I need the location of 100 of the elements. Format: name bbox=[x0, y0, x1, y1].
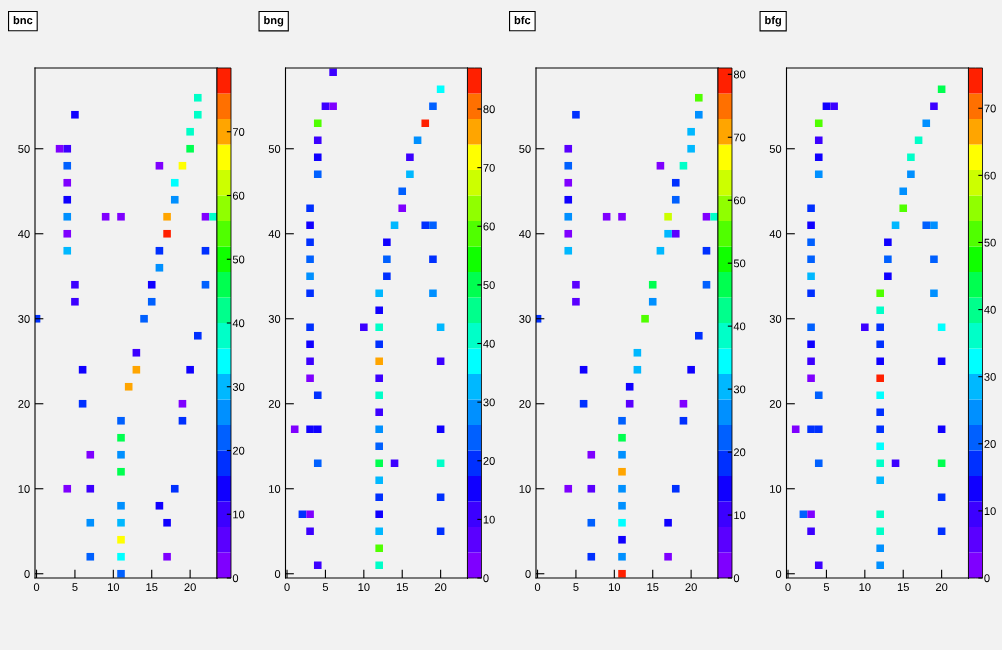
color-bar-label: 0 bbox=[984, 574, 990, 583]
y-tick-label: 40 bbox=[519, 230, 531, 238]
point bbox=[86, 552, 95, 561]
color-bar-label: 20 bbox=[483, 457, 495, 465]
y-tick-label: 0 bbox=[274, 570, 281, 578]
point bbox=[117, 467, 125, 476]
point bbox=[587, 450, 596, 459]
point bbox=[625, 382, 634, 391]
point bbox=[63, 229, 72, 238]
point bbox=[671, 195, 680, 204]
point bbox=[625, 399, 634, 408]
point bbox=[564, 178, 573, 187]
point bbox=[618, 416, 626, 425]
point bbox=[564, 161, 573, 170]
point bbox=[140, 314, 148, 323]
color-bar-label: 20 bbox=[733, 448, 746, 457]
x-tick-label: 0 bbox=[284, 583, 290, 592]
point bbox=[117, 518, 125, 527]
y-tick-label: 0 bbox=[24, 570, 30, 578]
point bbox=[63, 178, 72, 187]
point bbox=[572, 280, 580, 289]
color-bar-label: 10 bbox=[984, 507, 996, 516]
x-tick-label: 15 bbox=[396, 583, 408, 592]
color-bar-label: 60 bbox=[483, 222, 495, 231]
point bbox=[186, 365, 194, 374]
y-tick-label: 30 bbox=[519, 315, 531, 323]
y-tick-label: 40 bbox=[18, 230, 30, 238]
point bbox=[117, 212, 125, 221]
point bbox=[564, 195, 573, 204]
point bbox=[695, 331, 703, 340]
color-bar-label: 40 bbox=[483, 339, 495, 348]
point bbox=[656, 161, 665, 170]
color-bar-label: 40 bbox=[733, 322, 746, 331]
point bbox=[170, 484, 179, 493]
color-bar-label: 80 bbox=[733, 70, 746, 79]
x-tick-label: 5 bbox=[72, 583, 78, 592]
point bbox=[163, 229, 171, 238]
x-tick-label: 0 bbox=[33, 583, 40, 592]
point bbox=[63, 246, 72, 255]
x-tick-label: 20 bbox=[936, 583, 948, 592]
color-bar-label: 20 bbox=[984, 440, 996, 448]
x-tick-label: 15 bbox=[146, 583, 158, 592]
y-tick-label: 40 bbox=[769, 230, 782, 238]
color-bar-label: 50 bbox=[984, 238, 996, 247]
point bbox=[63, 195, 72, 204]
point bbox=[572, 110, 580, 119]
x-tick-label: 5 bbox=[322, 583, 329, 592]
color-bar-label: 70 bbox=[483, 163, 495, 172]
color-bar-label: 40 bbox=[232, 319, 245, 328]
point bbox=[695, 110, 703, 119]
point bbox=[587, 518, 596, 527]
point bbox=[579, 365, 588, 374]
point bbox=[656, 246, 665, 255]
point bbox=[618, 450, 626, 459]
point bbox=[679, 399, 688, 408]
y-tick-label: 0 bbox=[775, 570, 782, 578]
y-tick-label: 20 bbox=[268, 400, 281, 408]
point bbox=[186, 144, 194, 153]
y-tick-label: 10 bbox=[269, 485, 281, 493]
color-bar-label: 50 bbox=[733, 259, 746, 268]
point bbox=[618, 484, 626, 493]
point bbox=[564, 246, 573, 255]
y-tick-label: 30 bbox=[268, 315, 281, 323]
x-tick-label: 20 bbox=[435, 583, 447, 592]
point bbox=[679, 161, 688, 170]
color-bar-label: 10 bbox=[233, 510, 245, 519]
point bbox=[618, 467, 626, 476]
point bbox=[671, 484, 680, 493]
point bbox=[117, 569, 125, 578]
color-bar-label: 70 bbox=[232, 128, 245, 136]
point bbox=[132, 365, 141, 374]
point bbox=[641, 314, 649, 323]
point bbox=[702, 212, 711, 221]
point bbox=[201, 212, 210, 221]
point bbox=[170, 195, 179, 204]
point bbox=[648, 297, 657, 306]
y-tick-label: 40 bbox=[268, 230, 281, 238]
y-tick-label: 20 bbox=[18, 400, 30, 408]
x-tick-label: 10 bbox=[609, 583, 621, 592]
color-bar-label: 10 bbox=[483, 515, 495, 524]
y-tick-label: 10 bbox=[519, 485, 531, 493]
color-bar-label: 30 bbox=[984, 372, 996, 381]
point bbox=[55, 144, 64, 153]
point bbox=[702, 280, 711, 289]
point bbox=[633, 365, 642, 374]
point bbox=[186, 127, 194, 136]
point bbox=[572, 297, 580, 306]
point bbox=[63, 484, 72, 493]
point bbox=[155, 501, 164, 510]
color-bar-label: 60 bbox=[984, 171, 996, 180]
point bbox=[564, 212, 573, 221]
color-bar-label: 60 bbox=[733, 196, 746, 205]
point bbox=[178, 399, 187, 408]
point bbox=[687, 127, 695, 136]
y-tick-label: 50 bbox=[769, 145, 782, 153]
point bbox=[201, 246, 210, 255]
point bbox=[117, 552, 125, 561]
point bbox=[564, 229, 573, 238]
point bbox=[618, 212, 626, 221]
point bbox=[587, 484, 596, 493]
